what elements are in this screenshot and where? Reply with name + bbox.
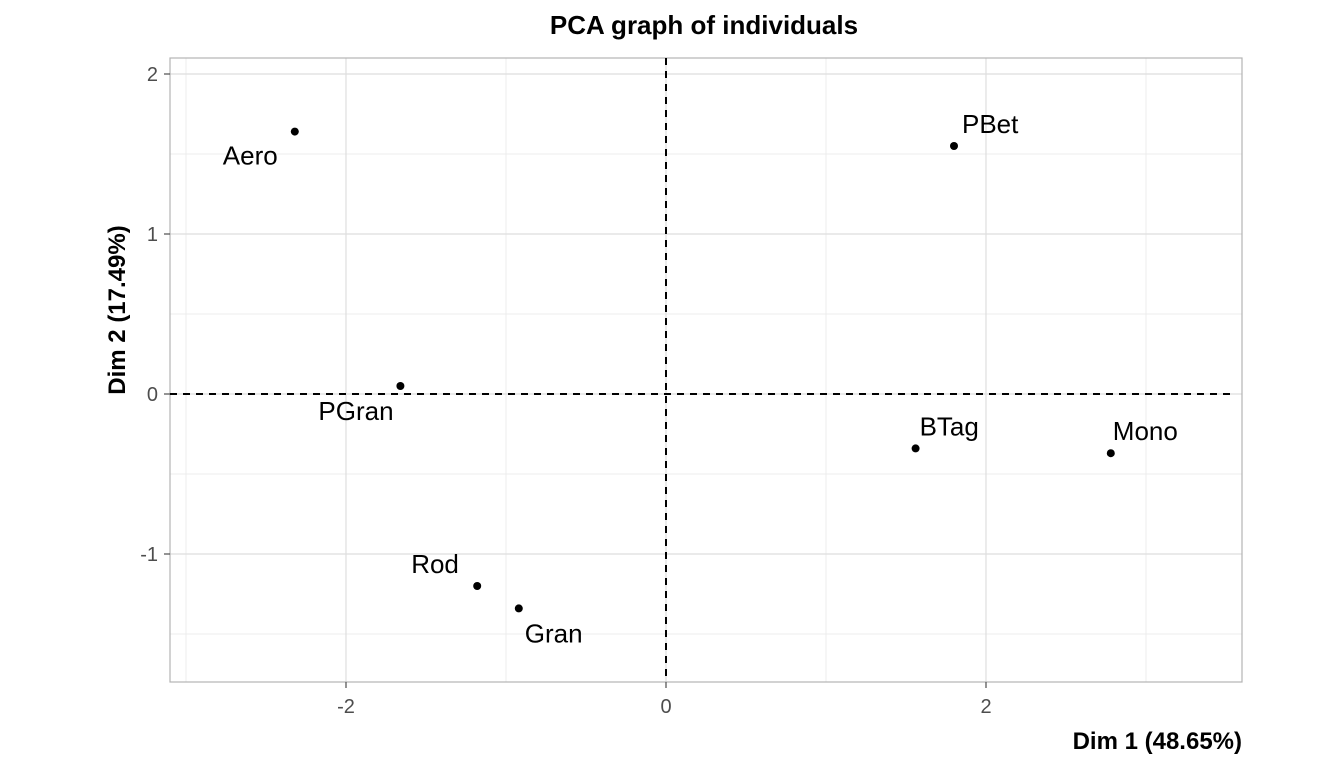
major-grid <box>170 58 1242 682</box>
point-aero <box>290 127 299 136</box>
point-label-pbet: PBet <box>962 109 1019 139</box>
plot-panel-border <box>169 57 1243 683</box>
point-label-aero: Aero <box>223 141 278 171</box>
point-rod <box>473 582 482 590</box>
x-tick-label: 0 <box>660 696 671 718</box>
point-label-rod: Rod <box>411 549 459 579</box>
y-tick-label: -1 <box>140 544 158 566</box>
point-mono <box>1106 449 1115 458</box>
point-pbet <box>950 142 958 150</box>
x-tick-label: -2 <box>337 696 355 718</box>
point-label-gran: Gran <box>525 618 583 648</box>
y-tick-label: 1 <box>147 224 158 246</box>
y-tick-label: 0 <box>147 384 158 406</box>
point-btag <box>911 444 920 453</box>
point-label-pgran: PGran <box>318 396 393 426</box>
y-tick-label: 2 <box>147 64 158 86</box>
point-label-mono: Mono <box>1113 416 1178 446</box>
minor-grid <box>170 58 1242 682</box>
point-gran <box>514 604 523 613</box>
axis-ticks: -2 0 2 -1 0 1 2 <box>140 64 991 718</box>
reference-lines <box>170 58 1234 682</box>
data-points: Aero PBet PGran BTag Mono Rod Gran <box>223 109 1178 648</box>
point-label-btag: BTag <box>920 411 979 441</box>
chart-title: PCA graph of individuals <box>549 10 859 40</box>
x-tick-label: 2 <box>980 696 991 718</box>
x-axis-title: Dim 1 (48.65%) <box>1073 728 1242 755</box>
point-pgran <box>396 382 405 390</box>
y-axis-title: Dim 2 (17.49%) <box>104 225 131 394</box>
